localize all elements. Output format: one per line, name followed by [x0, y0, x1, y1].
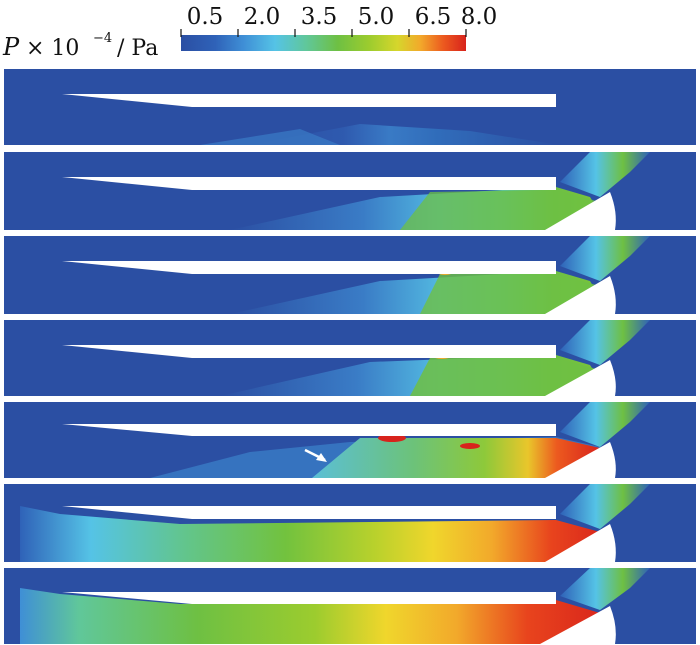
pressure-region [200, 129, 340, 145]
contour-panel-2 [4, 152, 696, 230]
centerbody [545, 360, 616, 396]
separator [0, 314, 700, 320]
pressure-region [312, 438, 600, 478]
colorbar-tick-label: 8.0 [461, 4, 498, 30]
centerbody [540, 606, 616, 644]
separator [0, 396, 700, 402]
inlet-body [62, 592, 556, 604]
colorbar-tick-label: 5.0 [358, 4, 395, 30]
inlet-body [62, 345, 556, 358]
colorbar-tick-label: 3.5 [301, 4, 338, 30]
contour-panel-3 [4, 236, 696, 314]
centerbody [545, 524, 616, 562]
pressure-region [20, 506, 610, 562]
centerbody [545, 276, 616, 314]
contour-panel-6 [4, 484, 696, 562]
high-pressure-spot [460, 443, 480, 449]
inlet-body [62, 424, 556, 436]
panel-separators [0, 145, 700, 568]
separator [0, 562, 700, 568]
inlet-body [62, 177, 556, 190]
jet-region [560, 152, 650, 197]
contour-panel-5 [4, 402, 696, 478]
colorbar-tick-label: 6.5 [415, 4, 452, 30]
contour-panel-7 [4, 568, 696, 644]
colorbar-label-unit: / Pa [117, 36, 158, 61]
centerbody [545, 192, 616, 230]
pressure-region [250, 124, 560, 145]
jet-region [560, 402, 650, 447]
separation-arrow-icon [304, 448, 327, 462]
pressure-region [400, 190, 600, 230]
colorbar-tick-label: 2.0 [244, 4, 281, 30]
separator [0, 145, 700, 152]
colorbar-label-mult: × 10 [26, 36, 79, 61]
contour-panel-1 [4, 69, 696, 145]
colorbar-ticks [180, 29, 467, 37]
separator [0, 478, 700, 484]
colorbar-header: P × 10 −4 / Pa 0.5 2.0 3.5 5.0 6.5 8.0 [2, 4, 497, 61]
inlet-body [62, 506, 556, 519]
jet-region [560, 320, 650, 365]
colorbar-gradient [181, 35, 466, 51]
centerbody [545, 442, 616, 478]
colorbar-label-exp: −4 [93, 31, 112, 46]
jet-region [560, 484, 650, 529]
colorbar-tick-label: 0.5 [187, 4, 224, 30]
inlet-body [62, 94, 556, 107]
jet-region [560, 568, 650, 610]
pressure-region [420, 274, 600, 314]
separator [0, 230, 700, 236]
colorbar-label-symbol: P [2, 33, 20, 61]
contour-panel-4 [4, 320, 696, 396]
inlet-body [62, 261, 556, 274]
pressure-region [410, 358, 600, 396]
jet-region [560, 236, 650, 281]
